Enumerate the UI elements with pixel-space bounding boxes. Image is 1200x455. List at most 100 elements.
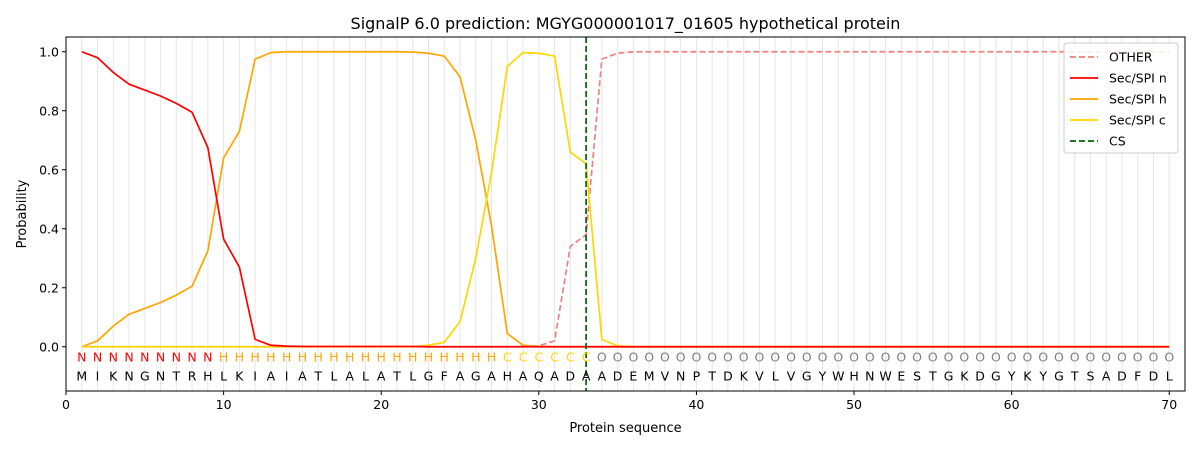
region-label: N [93,350,102,365]
residue-label: N [124,369,133,384]
residue-label: G [140,369,150,384]
legend-label: Sec/SPI h [1109,92,1167,107]
residue-label: G [944,369,954,384]
residue-label: E [897,369,905,384]
region-label: O [597,350,607,365]
series-layer [81,37,1170,391]
residue-label: Q [534,369,544,384]
region-label: H [377,350,386,365]
y-axis-label: Probability [15,179,30,248]
residue-label: H [849,369,858,384]
region-label: O [1022,350,1032,365]
region-label: O [1101,350,1111,365]
region-label: O [959,350,969,365]
region-label: H [424,350,433,365]
region-label: O [991,350,1001,365]
residue-label: L [1166,369,1173,384]
residue-label: W [879,369,891,384]
grid-layer [81,37,1170,391]
residue-label: D [1117,369,1127,384]
residue-label: T [172,369,181,384]
x-tick-label: 50 [846,397,862,412]
residue-label: A [550,369,559,384]
x-tick-label: 10 [216,397,232,412]
residue-label: A [377,369,386,384]
residue-label: I [253,369,257,384]
residue-label: K [235,369,244,384]
residue-label: D [723,369,733,384]
residue-label: V [661,369,670,384]
region-label: O [1149,350,1159,365]
residue-label: K [960,369,969,384]
region-label: O [896,350,906,365]
residue-label: T [313,369,322,384]
residue-label: R [188,369,197,384]
y-tick-label: 0.2 [39,280,59,295]
residue-label: D [1149,369,1159,384]
region-label: O [928,350,938,365]
region-label: H [235,350,244,365]
y-tick-label: 0.4 [39,221,59,236]
region-label: C [566,350,575,365]
region-label: O [723,350,733,365]
region-label: C [503,350,512,365]
y-tick-label: 1.0 [39,44,59,59]
region-label: O [755,350,765,365]
region-label: O [818,350,828,365]
residue-label: D [975,369,985,384]
residue-label: I [285,369,289,384]
residue-label: G [991,369,1001,384]
region-label: C [534,350,543,365]
region-label: O [739,350,749,365]
y-tick-label: 0.8 [39,103,59,118]
region-label: H [455,350,464,365]
region-label: O [881,350,891,365]
region-label: N [203,350,212,365]
residue-label: K [740,369,749,384]
residue-label: A [487,369,496,384]
residue-label: G [424,369,434,384]
region-label: O [975,350,985,365]
region-label: O [1164,350,1174,365]
region-label: H [329,350,338,365]
residue-label: T [928,369,937,384]
residue-label: A [298,369,307,384]
region-label: O [660,350,670,365]
region-label: O [1070,350,1080,365]
region-label: N [187,350,196,365]
region-label: N [140,350,149,365]
residue-label: H [503,369,512,384]
residue-label: A [519,369,528,384]
region-label: H [313,350,322,365]
residue-label: P [693,369,701,384]
residue-label: F [1134,369,1141,384]
x-tick-label: 20 [373,397,389,412]
residue-label: T [707,369,716,384]
x-tick-label: 0 [62,397,70,412]
region-label: N [109,350,118,365]
region-label: H [361,350,370,365]
tick-layer: 0 10 20 30 40 50 60 70 0.0 0.2 0.4 0.6 0.8 1.0 [39,44,1177,412]
region-label: O [802,350,812,365]
region-label: O [786,350,796,365]
residue-label: V [755,369,764,384]
residue-label: N [156,369,165,384]
chart-title: SignalP 6.0 prediction: MGYG000001017_01… [351,14,901,34]
residue-label: F [441,369,448,384]
region-label: O [613,350,623,365]
legend: OTHER Sec/SPI n Sec/SPI h Sec/SPI c CS [1063,42,1179,154]
residue-label: D [566,369,576,384]
residue-label: T [392,369,401,384]
legend-label: Sec/SPI c [1109,113,1166,128]
region-label: O [1086,350,1096,365]
region-label: O [1133,350,1143,365]
residue-label: V [787,369,796,384]
legend-label: CS [1109,134,1126,149]
region-label: O [1054,350,1064,365]
region-label: C [519,350,528,365]
residue-label: G [802,369,812,384]
residue-label: M [644,369,655,384]
residue-label: I [96,369,100,384]
region-label: H [471,350,480,365]
